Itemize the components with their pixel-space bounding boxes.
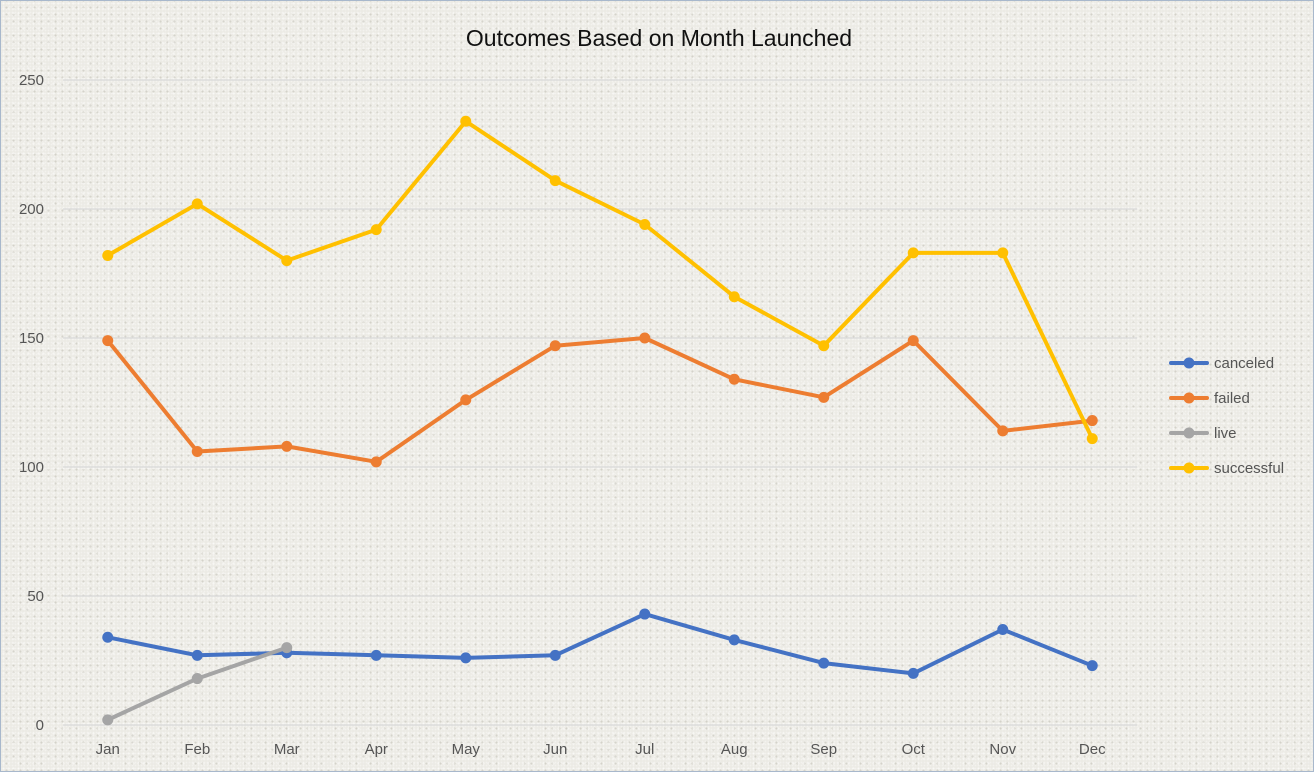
data-point-successful xyxy=(191,198,203,210)
x-tick-label: Nov xyxy=(989,741,1016,758)
legend: canceled failed live successful xyxy=(1169,355,1284,477)
data-point-failed xyxy=(460,394,472,406)
legend-label: failed xyxy=(1214,390,1250,407)
y-tick-label: 0 xyxy=(36,717,44,734)
legend-swatch-marker xyxy=(1183,392,1195,404)
data-point-failed xyxy=(997,425,1009,437)
data-point-failed xyxy=(102,335,114,347)
data-point-failed xyxy=(728,373,740,385)
data-point-successful xyxy=(907,247,919,259)
series-line-canceled xyxy=(105,612,1095,676)
data-point-failed xyxy=(281,440,293,452)
data-point-failed xyxy=(907,335,919,347)
data-point-canceled xyxy=(191,649,203,661)
data-point-canceled xyxy=(907,667,919,679)
x-tick-label: Apr xyxy=(365,741,388,758)
legend-item-successful: successful xyxy=(1169,460,1284,477)
x-tick-label: Jul xyxy=(635,741,654,758)
chart-title: Outcomes Based on Month Launched xyxy=(466,25,852,51)
y-axis-ticks: 0 50 100 150 200 250 xyxy=(19,72,44,734)
legend-item-live: live xyxy=(1169,425,1237,442)
x-tick-label: Sep xyxy=(810,741,837,758)
data-point-failed xyxy=(818,391,830,403)
legend-label: successful xyxy=(1214,460,1284,477)
data-point-successful xyxy=(1086,433,1098,445)
data-point-live xyxy=(191,673,203,685)
series-canceled xyxy=(102,608,1098,679)
x-tick-label: Dec xyxy=(1079,741,1106,758)
y-tick-label: 250 xyxy=(19,72,44,89)
data-point-canceled xyxy=(102,631,114,643)
data-point-successful xyxy=(549,175,561,187)
data-point-canceled xyxy=(460,652,472,664)
data-point-live xyxy=(102,714,114,726)
data-point-canceled xyxy=(370,649,382,661)
x-tick-label: Jun xyxy=(543,741,567,758)
x-tick-label: Aug xyxy=(721,741,748,758)
data-point-successful xyxy=(639,218,651,230)
gridlines xyxy=(63,79,1137,726)
data-point-canceled xyxy=(549,649,561,661)
series-live xyxy=(102,642,293,726)
x-tick-label: Oct xyxy=(902,741,926,758)
legend-swatch-marker xyxy=(1183,427,1195,439)
data-point-successful xyxy=(728,291,740,303)
data-point-canceled xyxy=(639,608,651,620)
x-axis-ticks: Jan Feb Mar Apr May Jun Jul Aug Sep Oct Nov Dec xyxy=(96,741,1106,758)
data-point-canceled xyxy=(818,657,830,669)
data-point-successful xyxy=(281,255,293,267)
x-tick-label: Mar xyxy=(274,741,300,758)
data-point-failed xyxy=(370,456,382,468)
data-point-failed xyxy=(191,446,203,458)
legend-swatch-marker xyxy=(1183,462,1195,474)
legend-swatch-marker xyxy=(1183,357,1195,369)
data-point-failed xyxy=(549,340,561,352)
data-point-canceled xyxy=(1086,660,1098,672)
data-point-successful xyxy=(997,247,1009,259)
data-point-successful xyxy=(818,340,830,352)
series-failed xyxy=(102,332,1098,468)
data-point-successful xyxy=(460,115,472,127)
data-point-successful xyxy=(102,249,114,261)
series-successful xyxy=(102,115,1098,445)
y-tick-label: 100 xyxy=(19,459,44,476)
data-point-failed xyxy=(639,332,651,344)
data-point-failed xyxy=(1086,415,1098,427)
legend-item-failed: failed xyxy=(1169,390,1250,407)
x-tick-label: Feb xyxy=(184,741,210,758)
series-line-failed xyxy=(105,336,1095,464)
legend-label: canceled xyxy=(1214,355,1274,372)
data-point-successful xyxy=(370,224,382,236)
x-tick-label: May xyxy=(452,741,481,758)
y-tick-label: 50 xyxy=(27,588,44,605)
data-point-canceled xyxy=(728,634,740,646)
data-point-live xyxy=(281,642,293,654)
x-tick-label: Jan xyxy=(96,741,120,758)
y-tick-label: 200 xyxy=(19,201,44,218)
legend-item-canceled: canceled xyxy=(1169,355,1274,372)
data-point-canceled xyxy=(997,624,1009,636)
series-line-successful xyxy=(105,119,1095,441)
legend-label: live xyxy=(1214,425,1237,442)
y-tick-label: 150 xyxy=(19,330,44,347)
series-lines xyxy=(102,115,1098,726)
